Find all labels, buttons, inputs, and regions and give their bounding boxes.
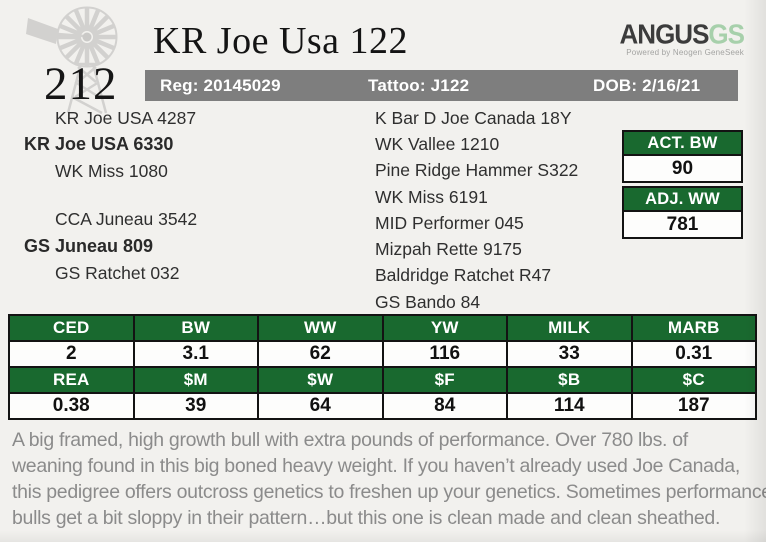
epd-value-cell: 39 bbox=[132, 392, 259, 420]
pedigree-ancestor: Baldridge Ratchet R47 bbox=[375, 265, 552, 285]
act-bw-value: 90 bbox=[671, 158, 694, 179]
epd-value-cell: 116 bbox=[381, 340, 508, 368]
pedigree-ancestor: WK Vallee 1210 bbox=[375, 134, 500, 154]
epd-value-cell: 0.31 bbox=[630, 340, 757, 368]
epd-value-cell: 187 bbox=[630, 392, 757, 420]
actual-birth-weight-box: ACT. BW 90 bbox=[622, 130, 743, 183]
epd-header-cell: $F bbox=[381, 366, 508, 394]
description-line: bulls get a bit sloppy in their pattern…… bbox=[12, 507, 721, 529]
pedigree-dam: GS Juneau 809 bbox=[24, 236, 154, 256]
epd-header-cell: BW bbox=[132, 314, 259, 342]
angusgs-logo: ANGUSGS Powered by Neogen GeneSeek bbox=[619, 17, 745, 57]
epd-header-cell: REA bbox=[8, 366, 135, 394]
epd-value-cell: 0.38 bbox=[8, 392, 135, 420]
epd-header-cell: CED bbox=[8, 314, 135, 342]
lot-number: 212 bbox=[44, 58, 118, 110]
date-of-birth: DOB: 2/16/21 bbox=[593, 76, 701, 95]
brand-tagline: Powered by Neogen GeneSeek bbox=[626, 48, 744, 57]
pedigree-dam-dam: GS Ratchet 032 bbox=[55, 263, 180, 283]
epd-header-cell: $C bbox=[630, 366, 757, 394]
pedigree-ancestor: K Bar D Joe Canada 18Y bbox=[375, 108, 572, 128]
epd-value-row: 0.38 39 64 84 114 187 bbox=[8, 392, 757, 420]
epd-header-cell: WW bbox=[257, 314, 384, 342]
epd-header-cell: $B bbox=[506, 366, 633, 394]
epd-table: CED BW WW YW MILK MARB 2 3.1 62 116 33 0… bbox=[8, 314, 757, 420]
pedigree-ancestor: WK Miss 6191 bbox=[375, 187, 488, 207]
epd-header-cell: MARB bbox=[630, 314, 757, 342]
pedigree-sire-sire: KR Joe USA 4287 bbox=[55, 108, 197, 128]
epd-value-cell: 33 bbox=[506, 340, 633, 368]
angus-logo-text: ANGUS bbox=[619, 17, 710, 51]
description-line: A big framed, high growth bull with extr… bbox=[12, 429, 688, 451]
epd-header-row: REA $M $W $F $B $C bbox=[8, 366, 757, 394]
pedigree-sire: KR Joe USA 6330 bbox=[24, 134, 174, 154]
epd-value-cell: 64 bbox=[257, 392, 384, 420]
pedigree-sire-dam: WK Miss 1080 bbox=[55, 161, 168, 181]
epd-header-cell: $M bbox=[132, 366, 259, 394]
pedigree-ancestor: Mizpah Rette 9175 bbox=[375, 239, 522, 259]
adj-ww-value: 781 bbox=[666, 214, 699, 235]
pedigree-ancestor: GS Bando 84 bbox=[375, 292, 481, 312]
epd-value-cell: 2 bbox=[8, 340, 135, 368]
epd-header-row: CED BW WW YW MILK MARB bbox=[8, 314, 757, 342]
epd-value-cell: 114 bbox=[506, 392, 633, 420]
epd-value-cell: 3.1 bbox=[132, 340, 259, 368]
pedigree-dam-sire: CCA Juneau 3542 bbox=[55, 209, 198, 229]
epd-value-cell: 84 bbox=[381, 392, 508, 420]
gs-logo-text: GS bbox=[708, 17, 745, 51]
registration-info-bar: Reg: 20145029 Tattoo: J122 DOB: 2/16/21 bbox=[145, 70, 738, 101]
sale-description: A big framed, high growth bull with extr… bbox=[12, 427, 766, 531]
windmill-logo-icon bbox=[26, 6, 118, 115]
description-line: this pedigree offers outcross genetics t… bbox=[12, 481, 766, 503]
epd-value-row: 2 3.1 62 116 33 0.31 bbox=[8, 340, 757, 368]
epd-header-cell: $W bbox=[257, 366, 384, 394]
reg-number: Reg: 20145029 bbox=[160, 76, 281, 95]
epd-header-cell: YW bbox=[381, 314, 508, 342]
description-line: weaning found in this big boned heavy we… bbox=[12, 455, 740, 477]
epd-value-cell: 62 bbox=[257, 340, 384, 368]
adjusted-weaning-weight-box: ADJ. WW 781 bbox=[622, 186, 743, 239]
act-bw-label: ACT. BW bbox=[624, 132, 741, 156]
animal-name-title: KR Joe Usa 122 bbox=[153, 20, 409, 62]
pedigree-ancestor: MID Performer 045 bbox=[375, 213, 524, 233]
tattoo-id: Tattoo: J122 bbox=[368, 76, 470, 95]
pedigree-ancestor: Pine Ridge Hammer S322 bbox=[375, 160, 579, 180]
epd-header-cell: MILK bbox=[506, 314, 633, 342]
adj-ww-label: ADJ. WW bbox=[624, 188, 741, 212]
